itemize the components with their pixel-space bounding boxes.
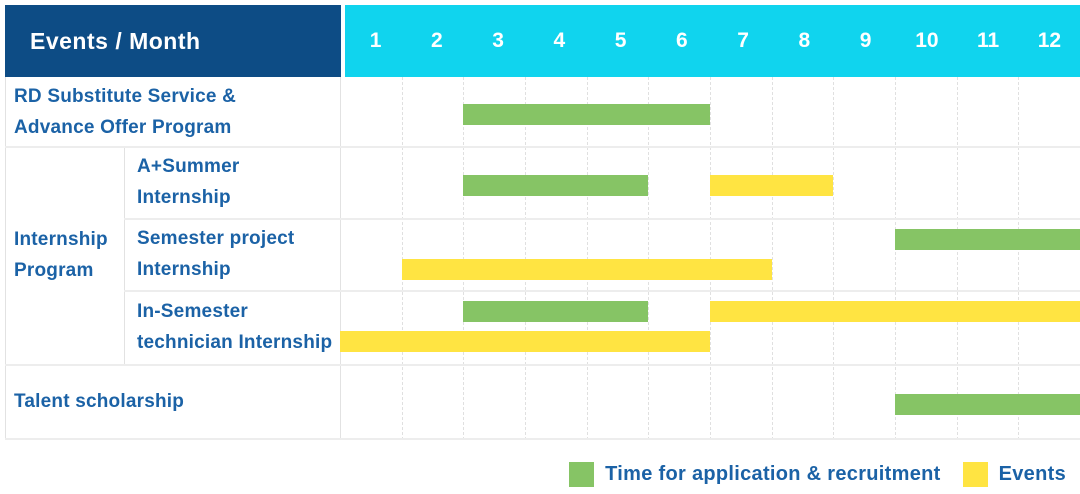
row-divider (124, 290, 1080, 292)
month-gridline (648, 77, 649, 440)
month-header-2: 2 (431, 29, 443, 52)
table-bottom-border (5, 438, 1080, 440)
events-bar (710, 301, 1080, 322)
application-bar (895, 394, 1080, 415)
legend-label-application: Time for application & recruitment (605, 462, 941, 485)
subcolumn-divider (124, 146, 125, 364)
month-header-5: 5 (614, 29, 627, 52)
row-divider (5, 146, 1080, 148)
month-header-8: 8 (798, 29, 811, 52)
table-left-border (5, 77, 6, 440)
legend-item-events: Events (962, 461, 1066, 487)
month-gridline (957, 77, 958, 440)
label-chart-divider (340, 77, 341, 440)
row-label-semester-project-internship: Semester project Internship (137, 228, 295, 280)
events-bar (340, 331, 710, 352)
row-label-talent-scholarship: Talent scholarship (14, 390, 185, 412)
application-bar (895, 229, 1080, 250)
row-label-in-semester-technician-internship: In-Semester technician Internship (137, 301, 333, 353)
application-bar (463, 175, 648, 196)
header-corner-cell: Events / Month (5, 5, 341, 77)
month-gridline (1018, 77, 1019, 440)
legend-label-events: Events (998, 462, 1066, 485)
month-gridline (402, 77, 403, 440)
events-bar (402, 259, 772, 280)
application-swatch-icon (569, 461, 595, 487)
month-gridline (710, 77, 711, 440)
month-header-1: 1 (369, 29, 382, 52)
month-header-3: 3 (492, 29, 504, 52)
month-header-4: 4 (553, 29, 566, 52)
month-gridline (525, 77, 526, 440)
application-bar (463, 104, 710, 125)
events-swatch-icon (962, 461, 988, 487)
header-corner-label: Events / Month (30, 27, 201, 54)
group-label-internship-program: Internship Program (14, 229, 108, 281)
month-header-6: 6 (676, 29, 688, 52)
month-gridline (772, 77, 773, 440)
month-gridline (587, 77, 588, 440)
row-label-a-plus-summer-internship: A+Summer Internship (137, 156, 240, 208)
events-month-table: Events / Month 1 2 3 4 5 6 7 8 9 10 11 1… (5, 5, 1080, 440)
chart-body: RD Substitute Service & Advance Offer Pr… (5, 77, 1080, 440)
month-gridline (833, 77, 834, 440)
events-bar (710, 175, 833, 196)
month-header-9: 9 (859, 29, 872, 52)
month-gridline (895, 77, 896, 440)
month-header-row: 1 2 3 4 5 6 7 8 9 10 11 12 (345, 5, 1080, 77)
month-header-10: 10 (915, 29, 939, 52)
row-divider (5, 364, 1080, 366)
row-divider (124, 218, 1080, 220)
legend-item-application: Time for application & recruitment (569, 461, 941, 487)
month-header-11: 11 (977, 29, 1000, 52)
month-gridline (463, 77, 464, 440)
month-header-7: 7 (737, 29, 749, 52)
row-label-rd-substitute-service: RD Substitute Service & Advance Offer Pr… (14, 85, 237, 138)
application-bar (463, 301, 648, 322)
month-header-12: 12 (1037, 29, 1062, 52)
legend: Time for application & recruitment Event… (0, 459, 1066, 489)
